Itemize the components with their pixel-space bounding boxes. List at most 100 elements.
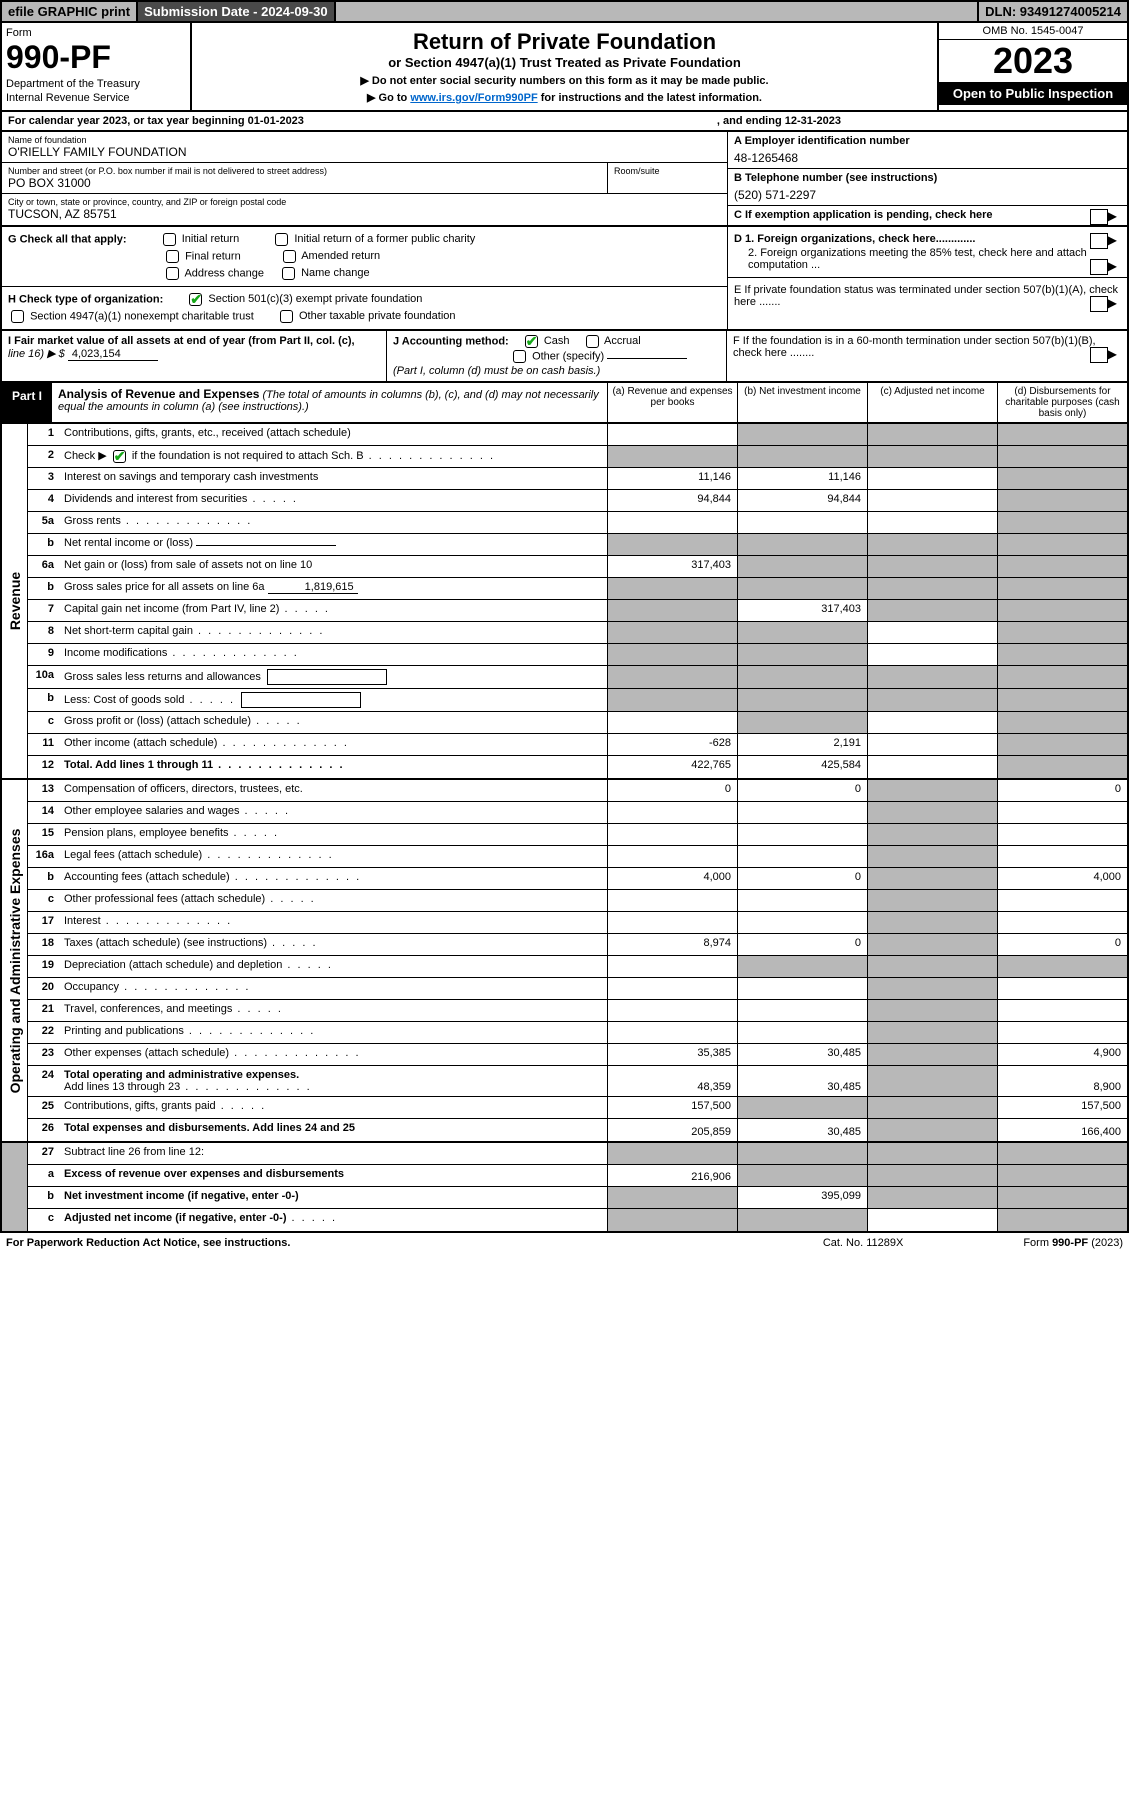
tax-year: 2023	[939, 40, 1127, 82]
line-10c-text: Gross profit or (loss) (attach schedule)	[64, 715, 251, 727]
line-14-desc: Other employee salaries and wages	[60, 802, 607, 823]
line-24-d: 8,900	[997, 1066, 1127, 1096]
line-5b-desc: Net rental income or (loss)	[60, 534, 607, 555]
foundation-name: O'RIELLY FAMILY FOUNDATION	[8, 145, 721, 159]
line-26-desc: Total expenses and disbursements. Add li…	[60, 1119, 607, 1141]
ein-val: 48-1265468	[734, 147, 1121, 165]
i-label: I Fair market value of all assets at end…	[8, 335, 355, 347]
accrual-checkbox[interactable]	[586, 335, 599, 348]
line-15-text: Pension plans, employee benefits	[64, 827, 229, 839]
line-18-a: 8,974	[607, 934, 737, 955]
c-checkbox[interactable]	[1090, 209, 1108, 225]
form-header: Form 990-PF Department of the Treasury I…	[0, 23, 1129, 112]
501c3-label: Section 501(c)(3) exempt private foundat…	[208, 293, 422, 305]
form-subtitle: or Section 4947(a)(1) Trust Treated as P…	[198, 55, 931, 70]
top-bar: efile GRAPHIC print Submission Date - 20…	[0, 0, 1129, 23]
d2-checkbox[interactable]	[1090, 259, 1108, 275]
line-26-a: 205,859	[607, 1119, 737, 1141]
line-10c-desc: Gross profit or (loss) (attach schedule)	[60, 712, 607, 733]
line-3-b: 11,146	[737, 468, 867, 489]
efile-label[interactable]: efile GRAPHIC print	[2, 2, 138, 21]
dln-label: DLN: 93491274005214	[979, 2, 1127, 21]
calendar-year-row: For calendar year 2023, or tax year begi…	[0, 112, 1129, 132]
line-13-b: 0	[737, 780, 867, 801]
room-label: Room/suite	[614, 166, 721, 176]
line-4-a: 94,844	[607, 490, 737, 511]
line-16a-desc: Legal fees (attach schedule)	[60, 846, 607, 867]
cash-checkbox[interactable]	[525, 335, 538, 348]
form990pf-link[interactable]: www.irs.gov/Form990PF	[410, 92, 537, 104]
line-16c-text: Other professional fees (attach schedule…	[64, 893, 265, 905]
line-21-text: Travel, conferences, and meetings	[64, 1003, 232, 1015]
line-19-desc: Depreciation (attach schedule) and deple…	[60, 956, 607, 977]
street-label: Number and street (or P.O. box number if…	[8, 166, 601, 176]
col-a-header: (a) Revenue and expenses per books	[607, 383, 737, 422]
j-note: (Part I, column (d) must be on cash basi…	[393, 365, 600, 377]
address-change-checkbox[interactable]	[166, 267, 179, 280]
e-label: E If private foundation status was termi…	[734, 284, 1118, 308]
line-7-desc: Capital gain net income (from Part IV, l…	[60, 600, 607, 621]
line-24-desc: Total operating and administrative expen…	[60, 1066, 607, 1096]
line-10a-box[interactable]	[267, 669, 387, 685]
line-4-desc: Dividends and interest from securities	[60, 490, 607, 511]
line-19-text: Depreciation (attach schedule) and deple…	[64, 959, 282, 971]
final-return-checkbox[interactable]	[166, 250, 179, 263]
line27-tab	[2, 1143, 28, 1231]
accrual-label: Accrual	[604, 335, 641, 347]
expenses-table: Operating and Administrative Expenses 13…	[0, 780, 1129, 1143]
501c3-checkbox[interactable]	[189, 293, 202, 306]
cash-label: Cash	[544, 335, 570, 347]
line-16b-text: Accounting fees (attach schedule)	[64, 871, 230, 883]
street-val: PO BOX 31000	[8, 176, 601, 190]
final-return-label: Final return	[185, 250, 241, 262]
irs-label: Internal Revenue Service	[6, 92, 186, 104]
line-12-b: 425,584	[737, 756, 867, 778]
line-13-desc: Compensation of officers, directors, tru…	[60, 780, 607, 801]
name-change-checkbox[interactable]	[282, 267, 295, 280]
line-22-text: Printing and publications	[64, 1025, 184, 1037]
line-2-pre: Check ▶	[64, 450, 107, 462]
line-2-desc: Check ▶ if the foundation is not require…	[60, 446, 607, 467]
line-13-d: 0	[997, 780, 1127, 801]
initial-former-checkbox[interactable]	[275, 233, 288, 246]
note-1: ▶ Do not enter social security numbers o…	[198, 74, 931, 87]
other-method-checkbox[interactable]	[513, 350, 526, 363]
line-1-desc: Contributions, gifts, grants, etc., rece…	[60, 424, 607, 445]
other-taxable-checkbox[interactable]	[280, 310, 293, 323]
amended-return-checkbox[interactable]	[283, 250, 296, 263]
h-row: H Check type of organization: Section 50…	[2, 287, 727, 329]
line-10b-box[interactable]	[241, 692, 361, 708]
other-method-label: Other (specify)	[532, 350, 604, 362]
f-label: F If the foundation is in a 60-month ter…	[733, 335, 1096, 359]
line-27c-text: Adjusted net income (if negative, enter …	[64, 1212, 286, 1224]
line-5b-text: Net rental income or (loss)	[64, 537, 193, 549]
line-7-b: 317,403	[737, 600, 867, 621]
form-number: 990-PF	[6, 39, 186, 76]
cal-begin: For calendar year 2023, or tax year begi…	[8, 115, 717, 127]
line-10b-desc: Less: Cost of goods sold	[60, 689, 607, 711]
d1-checkbox[interactable]	[1090, 233, 1108, 249]
4947-checkbox[interactable]	[11, 310, 24, 323]
part1-header: Part I Analysis of Revenue and Expenses …	[0, 383, 1129, 424]
line-23-a: 35,385	[607, 1044, 737, 1065]
e-row: E If private foundation status was termi…	[728, 278, 1127, 314]
line-12-a: 422,765	[607, 756, 737, 778]
line-8-text: Net short-term capital gain	[64, 625, 193, 637]
omb-number: OMB No. 1545-0047	[939, 23, 1127, 40]
line-10b-text: Less: Cost of goods sold	[64, 694, 184, 706]
d1-arrow: ▶	[1108, 233, 1117, 247]
initial-return-checkbox[interactable]	[163, 233, 176, 246]
revenue-tab-label: Revenue	[7, 572, 23, 630]
line-8-desc: Net short-term capital gain	[60, 622, 607, 643]
line27-table: 27Subtract line 26 from line 12: aExcess…	[0, 1143, 1129, 1233]
line-16b-d: 4,000	[997, 868, 1127, 889]
line-18-d: 0	[997, 934, 1127, 955]
line-24-text: Total operating and administrative expen…	[64, 1069, 299, 1081]
e-checkbox[interactable]	[1090, 296, 1108, 312]
part1-label: Part I	[2, 383, 52, 422]
line-5a-text: Gross rents	[64, 515, 121, 527]
g-row: G Check all that apply: Initial return I…	[2, 227, 727, 287]
schb-checkbox[interactable]	[113, 450, 126, 463]
f-checkbox[interactable]	[1090, 347, 1108, 363]
line-6a-a: 317,403	[607, 556, 737, 577]
